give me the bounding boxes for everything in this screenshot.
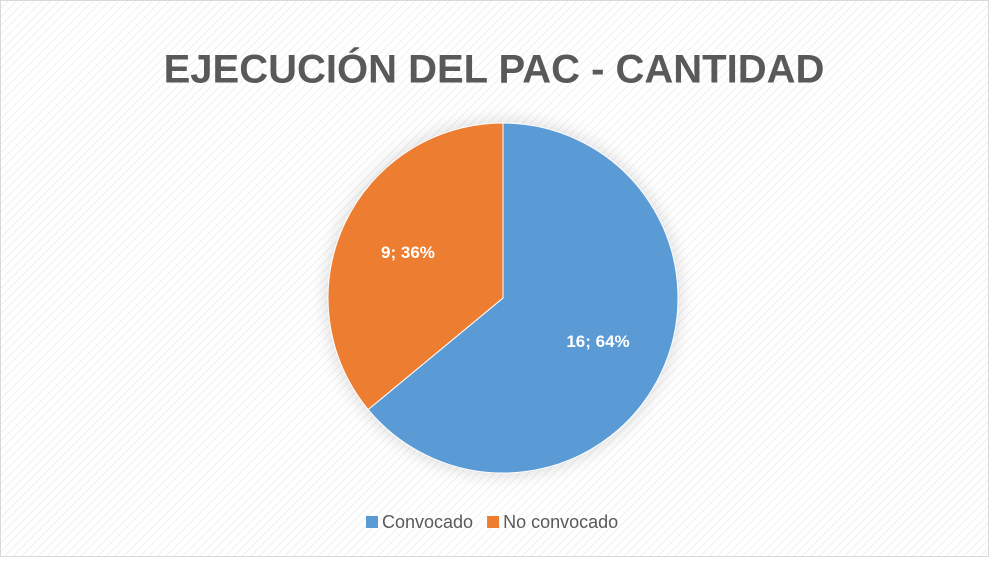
chart-title: EJECUCIÓN DEL PAC - CANTIDAD	[164, 46, 825, 92]
pie-slice	[367, 122, 679, 474]
legend-swatch	[487, 516, 500, 528]
pie: 16; 64% 9; 36%	[327, 122, 679, 474]
legend-label: No convocado	[503, 512, 618, 532]
legend-label: Convocado	[382, 512, 473, 532]
data-label: 16; 64%	[566, 332, 629, 351]
data-label: 9; 36%	[381, 243, 435, 262]
legend: Convocado No convocado	[366, 512, 618, 532]
legend-swatch	[366, 516, 378, 528]
pie-slice	[327, 122, 504, 411]
